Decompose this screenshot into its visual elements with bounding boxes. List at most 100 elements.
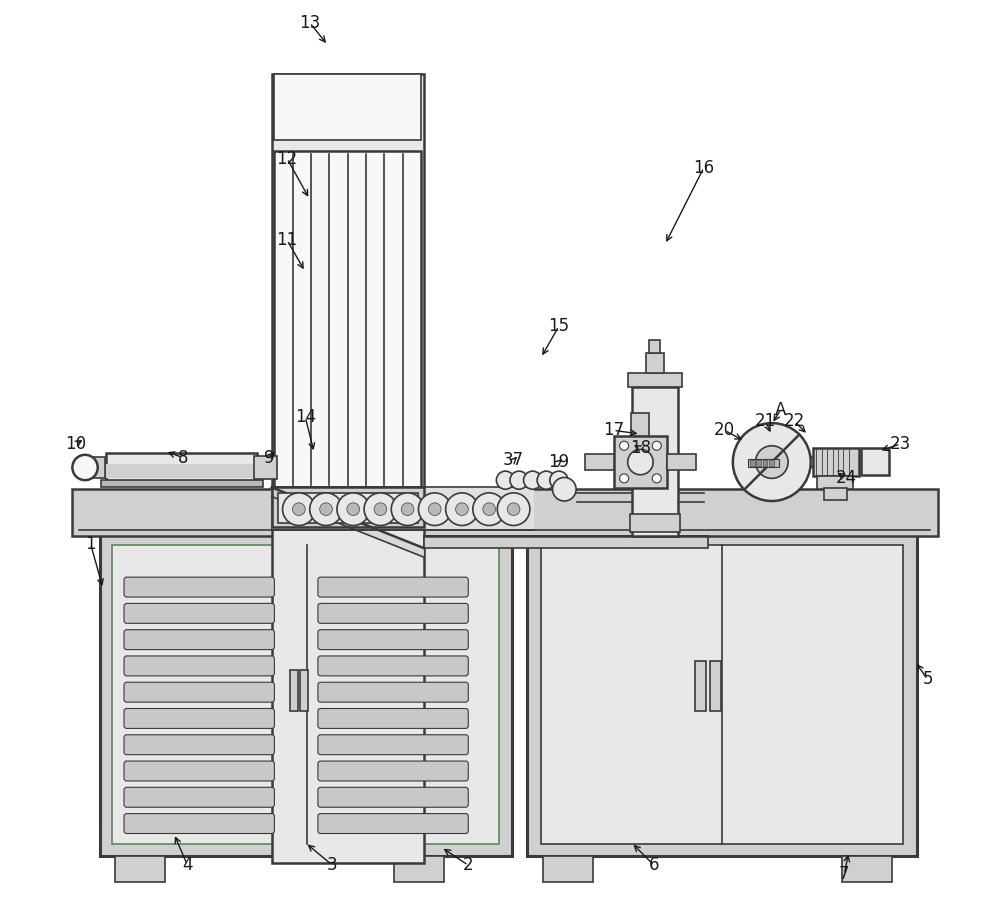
- Bar: [290, 670, 298, 711]
- Circle shape: [652, 441, 661, 450]
- Bar: [101, 480, 263, 487]
- Text: 3: 3: [327, 856, 338, 874]
- Bar: [614, 436, 667, 488]
- Text: 21: 21: [755, 412, 776, 430]
- Text: 13: 13: [299, 14, 320, 32]
- Text: 23: 23: [890, 435, 911, 453]
- Bar: [394, 856, 444, 882]
- Circle shape: [391, 493, 424, 525]
- Text: 16: 16: [693, 159, 714, 177]
- FancyBboxPatch shape: [318, 577, 468, 597]
- Bar: [274, 151, 421, 487]
- FancyBboxPatch shape: [318, 656, 468, 676]
- Text: 9: 9: [264, 448, 274, 467]
- Text: 2: 2: [463, 856, 474, 874]
- FancyBboxPatch shape: [318, 708, 468, 728]
- Circle shape: [456, 503, 468, 516]
- Bar: [817, 476, 853, 489]
- Bar: [106, 453, 257, 482]
- Bar: [649, 340, 660, 353]
- Bar: [254, 456, 277, 479]
- Circle shape: [537, 471, 555, 489]
- Circle shape: [310, 493, 342, 525]
- Circle shape: [374, 503, 387, 516]
- Bar: [100, 535, 512, 856]
- Circle shape: [628, 449, 653, 475]
- FancyBboxPatch shape: [124, 735, 274, 755]
- Bar: [115, 856, 165, 882]
- Circle shape: [507, 503, 520, 516]
- FancyBboxPatch shape: [124, 708, 274, 728]
- Bar: [72, 489, 938, 536]
- Bar: [646, 353, 664, 373]
- Text: 10: 10: [65, 435, 87, 453]
- Bar: [541, 545, 903, 844]
- Text: 15: 15: [548, 317, 569, 335]
- Circle shape: [473, 493, 505, 525]
- FancyBboxPatch shape: [318, 603, 468, 623]
- Text: 24: 24: [836, 469, 857, 487]
- FancyBboxPatch shape: [318, 630, 468, 650]
- Text: 6: 6: [649, 856, 659, 874]
- FancyBboxPatch shape: [318, 814, 468, 834]
- FancyBboxPatch shape: [124, 814, 274, 834]
- Bar: [424, 536, 708, 548]
- Circle shape: [510, 471, 528, 489]
- Bar: [85, 457, 105, 478]
- Bar: [811, 457, 836, 467]
- Circle shape: [652, 474, 661, 483]
- Bar: [274, 74, 421, 140]
- Polygon shape: [272, 487, 424, 557]
- Bar: [278, 493, 418, 523]
- Bar: [300, 670, 308, 711]
- Text: 37: 37: [503, 451, 524, 469]
- Text: 18: 18: [630, 439, 651, 458]
- Bar: [272, 74, 424, 863]
- Circle shape: [347, 503, 360, 516]
- FancyBboxPatch shape: [318, 735, 468, 755]
- Text: 20: 20: [714, 421, 735, 439]
- Circle shape: [483, 503, 495, 516]
- Circle shape: [401, 503, 414, 516]
- Text: 17: 17: [603, 421, 624, 439]
- Bar: [272, 487, 534, 530]
- Bar: [763, 460, 767, 466]
- Text: 5: 5: [922, 670, 933, 689]
- Text: 7: 7: [839, 865, 850, 883]
- Circle shape: [553, 477, 576, 501]
- FancyBboxPatch shape: [124, 577, 274, 597]
- Bar: [112, 545, 499, 844]
- Bar: [750, 460, 755, 466]
- FancyBboxPatch shape: [124, 761, 274, 781]
- FancyBboxPatch shape: [318, 787, 468, 807]
- FancyBboxPatch shape: [124, 682, 274, 702]
- Circle shape: [620, 474, 629, 483]
- Circle shape: [446, 493, 478, 525]
- Text: 8: 8: [178, 448, 188, 467]
- Bar: [632, 387, 678, 536]
- Text: A: A: [775, 400, 787, 419]
- Circle shape: [418, 493, 451, 525]
- FancyBboxPatch shape: [318, 761, 468, 781]
- Circle shape: [496, 471, 514, 489]
- Circle shape: [364, 493, 397, 525]
- Circle shape: [428, 503, 441, 516]
- FancyBboxPatch shape: [124, 630, 274, 650]
- Bar: [543, 856, 593, 882]
- Bar: [630, 514, 680, 532]
- FancyBboxPatch shape: [124, 656, 274, 676]
- Bar: [756, 460, 761, 466]
- Text: 1: 1: [85, 535, 96, 553]
- Bar: [628, 373, 682, 387]
- Text: 4: 4: [182, 856, 193, 874]
- Text: 14: 14: [295, 408, 316, 426]
- Circle shape: [524, 471, 542, 489]
- Bar: [748, 459, 779, 467]
- Bar: [585, 454, 614, 470]
- Bar: [710, 661, 721, 711]
- Bar: [861, 448, 889, 475]
- Text: 22: 22: [784, 412, 805, 430]
- Text: 12: 12: [276, 149, 298, 168]
- Text: 19: 19: [548, 453, 569, 471]
- Bar: [695, 661, 706, 711]
